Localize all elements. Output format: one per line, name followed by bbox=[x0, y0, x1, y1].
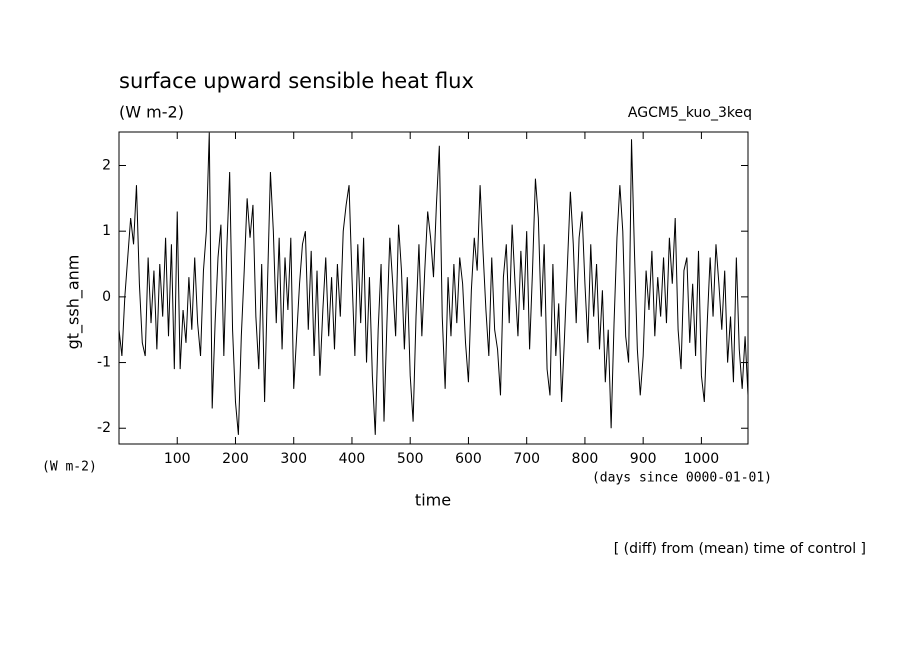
x-tick-label: 700 bbox=[513, 451, 540, 467]
model-label: AGCM5_kuo_3keq bbox=[628, 105, 752, 121]
y-tick-label: 0 bbox=[102, 289, 111, 305]
x-tick-label: 400 bbox=[339, 451, 366, 467]
y-tick-label: 1 bbox=[102, 223, 111, 239]
y-tick-label: -1 bbox=[97, 355, 111, 371]
x-tick-label: 500 bbox=[397, 451, 424, 467]
x-units: (days since 0000-01-01) bbox=[592, 471, 772, 486]
x-tick-label: 900 bbox=[630, 451, 657, 467]
x-tick-label: 100 bbox=[164, 451, 191, 467]
x-tick-label: 300 bbox=[280, 451, 307, 467]
plot-frame bbox=[118, 131, 749, 445]
x-tick-label: 800 bbox=[572, 451, 599, 467]
footnote: [ (diff) from (mean) time of control ] bbox=[614, 541, 866, 557]
x-tick-label: 1000 bbox=[684, 451, 720, 467]
y-axis-label: gt_ssh_anm bbox=[64, 255, 84, 350]
y-tick-label: -2 bbox=[97, 420, 111, 436]
x-tick-label: 200 bbox=[222, 451, 249, 467]
x-tick-label: 600 bbox=[455, 451, 482, 467]
line-series bbox=[118, 132, 749, 435]
chart-subtitle: (W m-2) bbox=[119, 103, 184, 122]
chart-title: surface upward sensible heat flux bbox=[119, 69, 474, 93]
y-units: (W m-2) bbox=[42, 460, 97, 475]
y-tick-label: 2 bbox=[102, 157, 111, 173]
x-axis-label: time bbox=[415, 491, 451, 510]
